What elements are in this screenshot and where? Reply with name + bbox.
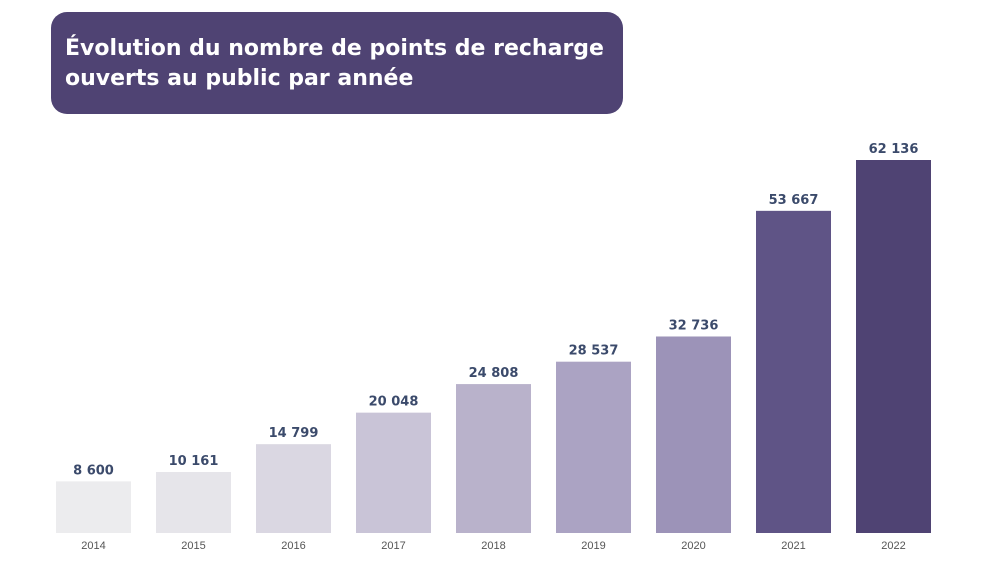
x-tick-label-2020: 2020: [681, 540, 705, 552]
data-label-2015: 10 161: [169, 454, 219, 469]
x-tick-label-2022: 2022: [881, 540, 905, 552]
bar-2017: [356, 412, 431, 533]
x-tick-label-2017: 2017: [381, 540, 405, 552]
bar-2015: [156, 472, 231, 533]
data-label-2014: 8 600: [73, 463, 114, 478]
bar-2016: [256, 444, 331, 533]
x-tick-label-2021: 2021: [781, 540, 805, 552]
x-tick-label-2018: 2018: [481, 540, 505, 552]
bar-2020: [656, 336, 731, 533]
x-tick-label-2016: 2016: [281, 540, 305, 552]
x-tick-label-2019: 2019: [581, 540, 605, 552]
x-tick-label-2014: 2014: [81, 540, 105, 552]
bar-2014: [56, 481, 131, 533]
data-label-2019: 28 537: [569, 344, 619, 359]
data-label-2017: 20 048: [369, 395, 419, 410]
bar-2022: [856, 160, 931, 533]
chart-title-line-1: Évolution du nombre de points de recharg…: [65, 36, 604, 61]
x-tick-label-2015: 2015: [181, 540, 205, 552]
bar-2021: [756, 210, 831, 533]
data-label-2020: 32 736: [669, 318, 719, 333]
data-label-2021: 53 667: [769, 193, 819, 208]
data-label-2022: 62 136: [869, 142, 919, 157]
chart-title-line-2: ouverts au public par année: [65, 66, 414, 91]
bar-2019: [556, 361, 631, 533]
chart-title-box: Évolution du nombre de points de recharg…: [51, 12, 623, 114]
data-label-2018: 24 808: [469, 366, 519, 381]
bar-2018: [456, 384, 531, 533]
data-label-2016: 14 799: [269, 426, 319, 441]
